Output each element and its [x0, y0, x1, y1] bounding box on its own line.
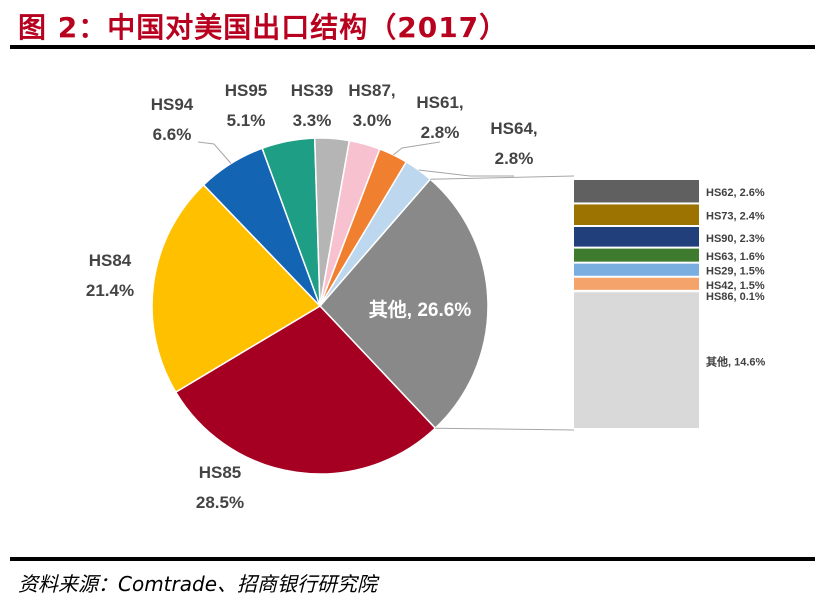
bar-segment-hs62 [574, 180, 699, 203]
bar-label-hs63: HS63, 1.6% [706, 251, 765, 263]
bar-label-hs42: HS42, 1.5% [706, 280, 765, 292]
bar-segment-other [574, 292, 699, 428]
bar-label-other: 其他, 14.6% [706, 354, 766, 368]
pie-label-hs64: HS64, [490, 119, 537, 138]
pie-value-hs94: 6.6% [153, 125, 192, 144]
pie-value-hs61: 2.8% [421, 123, 460, 142]
pie-slice-hs84 [151, 183, 322, 394]
pie-label-hs39: HS39 [291, 81, 334, 100]
leader-lines [197, 141, 514, 177]
breakdown-bar [574, 180, 699, 428]
pie-label-hs95: HS95 [225, 81, 268, 100]
pie-value-hs95: 5.1% [227, 111, 266, 130]
source-rule [10, 557, 815, 561]
connector-top [430, 175, 575, 180]
bar-segment-hs63 [574, 248, 699, 262]
leader-line-hs64 [418, 169, 514, 177]
pie-label-hs87: HS87, [348, 81, 395, 100]
leader-line-hs61 [393, 141, 441, 156]
bar-segment-hs29 [574, 263, 699, 276]
pie-label-hs85: HS85 [199, 463, 242, 482]
pie-value-hs85: 28.5% [196, 493, 244, 512]
title-rule [10, 45, 815, 49]
pie-labels: 其他, 26.6% HS85 28.5% HS84 21.4% HS94 6.6% HS95 5… [86, 81, 538, 512]
source-note: 资料来源：Comtrade、招商银行研究院 [18, 572, 378, 596]
pie-chart [151, 137, 489, 475]
breakdown-connectors [430, 175, 575, 431]
bar-label-hs90: HS90, 2.3% [706, 233, 765, 245]
connector-bottom [435, 427, 575, 431]
pie-label-other: 其他, 26.6% [369, 298, 472, 321]
pie-slice-hs85 [174, 305, 437, 475]
bar-label-hs86: HS86, 0.1% [706, 291, 765, 303]
bar-segment-hs90 [574, 226, 699, 247]
leader-line-hs94 [197, 141, 232, 164]
pie-value-hs64: 2.8% [495, 149, 534, 168]
pie-label-hs94: HS94 [151, 95, 194, 114]
breakdown-labels: HS62, 2.6% HS73, 2.4% HS90, 2.3% HS63, 1.6%… [706, 187, 766, 368]
pie-value-hs87: 3.0% [353, 111, 392, 130]
bar-label-hs62: HS62, 2.6% [706, 187, 765, 199]
bar-segment-hs73 [574, 204, 699, 225]
pie-value-hs84: 21.4% [86, 281, 134, 300]
bar-label-hs29: HS29, 1.5% [706, 266, 765, 278]
bar-label-hs73: HS73, 2.4% [706, 211, 765, 223]
pie-label-hs61: HS61, [416, 93, 463, 112]
pie-label-hs84: HS84 [89, 251, 132, 270]
pie-value-hs39: 3.3% [293, 111, 332, 130]
bar-segment-hs86 [574, 291, 699, 293]
bar-segment-hs42 [574, 277, 699, 290]
figure-title: 图 2：中国对美国出口结构（2017） [18, 11, 509, 44]
pie-slice-other [318, 178, 489, 430]
